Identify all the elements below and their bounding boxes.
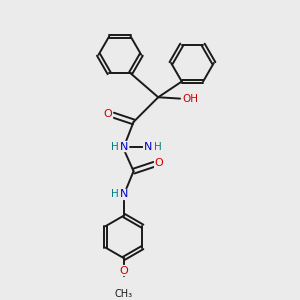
Text: O: O xyxy=(120,266,128,276)
Text: H: H xyxy=(111,142,119,152)
Text: H: H xyxy=(154,142,161,152)
Text: CH₃: CH₃ xyxy=(115,289,133,299)
Text: N: N xyxy=(144,142,152,152)
Text: H: H xyxy=(111,190,119,200)
Text: N: N xyxy=(120,142,129,152)
Text: OH: OH xyxy=(182,94,199,103)
Text: O: O xyxy=(104,109,112,119)
Text: O: O xyxy=(155,158,164,168)
Text: N: N xyxy=(120,190,129,200)
